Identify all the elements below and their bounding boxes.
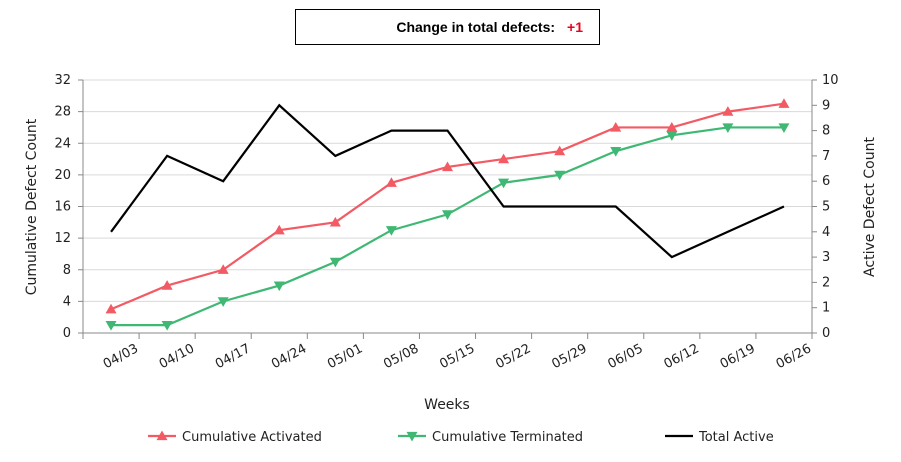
x-tick-label: 04/17 xyxy=(213,341,253,372)
legend-marker xyxy=(406,431,418,442)
y-tick-label-left: 8 xyxy=(63,263,71,278)
data-point xyxy=(666,121,678,132)
y-tick-label-left: 24 xyxy=(54,136,71,151)
data-point xyxy=(273,281,285,292)
y-tick-label-left: 20 xyxy=(54,168,71,183)
series-markers xyxy=(105,98,790,331)
defect-change-summary: Change in total defects: +1 xyxy=(295,9,600,45)
y-tick-label-right: 0 xyxy=(822,326,830,341)
legend-marker xyxy=(156,430,168,441)
x-tick-label: 06/12 xyxy=(662,341,702,372)
series-line-total-active xyxy=(110,103,785,259)
y-tick-label-right: 4 xyxy=(822,225,830,240)
grid-lines xyxy=(83,79,812,302)
y-tick-label-right: 1 xyxy=(822,301,830,316)
data-point xyxy=(442,210,453,220)
data-point xyxy=(498,178,510,189)
y-tick-label-right: 6 xyxy=(822,174,830,189)
data-point xyxy=(329,216,341,227)
data-point xyxy=(666,131,678,141)
x-tick-label: 06/19 xyxy=(718,341,758,372)
data-point xyxy=(161,280,173,290)
y-axis-title-right: Active Defect Count xyxy=(862,137,878,277)
data-point xyxy=(385,226,397,236)
x-axis-title: Weeks xyxy=(424,397,470,413)
y-tick-label-left: 4 xyxy=(63,294,71,309)
x-tick-label: 05/08 xyxy=(381,341,421,372)
y-tick-label-right: 3 xyxy=(822,250,830,265)
x-tick-label: 05/15 xyxy=(437,341,477,372)
legend-label: Total Active xyxy=(698,430,774,445)
data-point xyxy=(217,297,229,307)
y-tick-label-right: 8 xyxy=(822,124,830,139)
data-point xyxy=(610,147,622,157)
data-point xyxy=(778,98,790,108)
data-point xyxy=(442,161,453,172)
legend: Cumulative Activated Cumulative Terminate… xyxy=(148,430,774,445)
defect-change-label: Change in total defects: xyxy=(396,19,556,35)
x-tick-label: 05/22 xyxy=(493,341,533,372)
data-point xyxy=(161,320,173,331)
y-tick-label-left: 0 xyxy=(63,326,71,341)
defect-change-value: +1 xyxy=(567,19,583,35)
data-point xyxy=(498,153,510,164)
y-tick-label-right: 10 xyxy=(822,73,839,88)
x-tick-label: 06/26 xyxy=(774,341,814,372)
data-point xyxy=(217,264,229,274)
data-point xyxy=(385,177,397,187)
x-tick-label: 04/03 xyxy=(101,341,141,372)
data-point xyxy=(105,320,117,331)
y-tick-label-left: 32 xyxy=(54,73,71,88)
data-point xyxy=(554,170,566,181)
data-point xyxy=(273,224,285,235)
y-tick-label-right: 9 xyxy=(822,98,830,113)
y-tick-label-left: 16 xyxy=(54,200,71,215)
legend-label: Cumulative Terminated xyxy=(432,430,583,445)
x-tick-label: 04/24 xyxy=(269,341,309,372)
axes xyxy=(78,79,817,339)
data-point xyxy=(722,123,734,133)
y-tick-label-left: 12 xyxy=(54,231,71,246)
x-tick-label: 06/05 xyxy=(606,341,646,372)
y-tick-label-right: 2 xyxy=(822,275,830,290)
data-point xyxy=(329,257,341,268)
data-point xyxy=(610,121,622,132)
x-tick-label: 05/29 xyxy=(549,341,589,372)
y-tick-label-left: 28 xyxy=(54,105,71,120)
y-axis-title-left: Cumulative Defect Count xyxy=(24,118,40,295)
x-tick-label: 04/10 xyxy=(157,341,197,372)
y-tick-label-right: 5 xyxy=(822,200,830,215)
data-point xyxy=(778,123,790,133)
series-line-cumulative-terminated xyxy=(111,126,784,327)
data-point xyxy=(722,106,734,116)
legend-label: Cumulative Activated xyxy=(182,430,322,445)
data-point xyxy=(105,303,117,314)
y-tick-label-right: 7 xyxy=(822,149,830,164)
data-point xyxy=(554,145,566,156)
x-tick-label: 05/01 xyxy=(325,341,365,372)
